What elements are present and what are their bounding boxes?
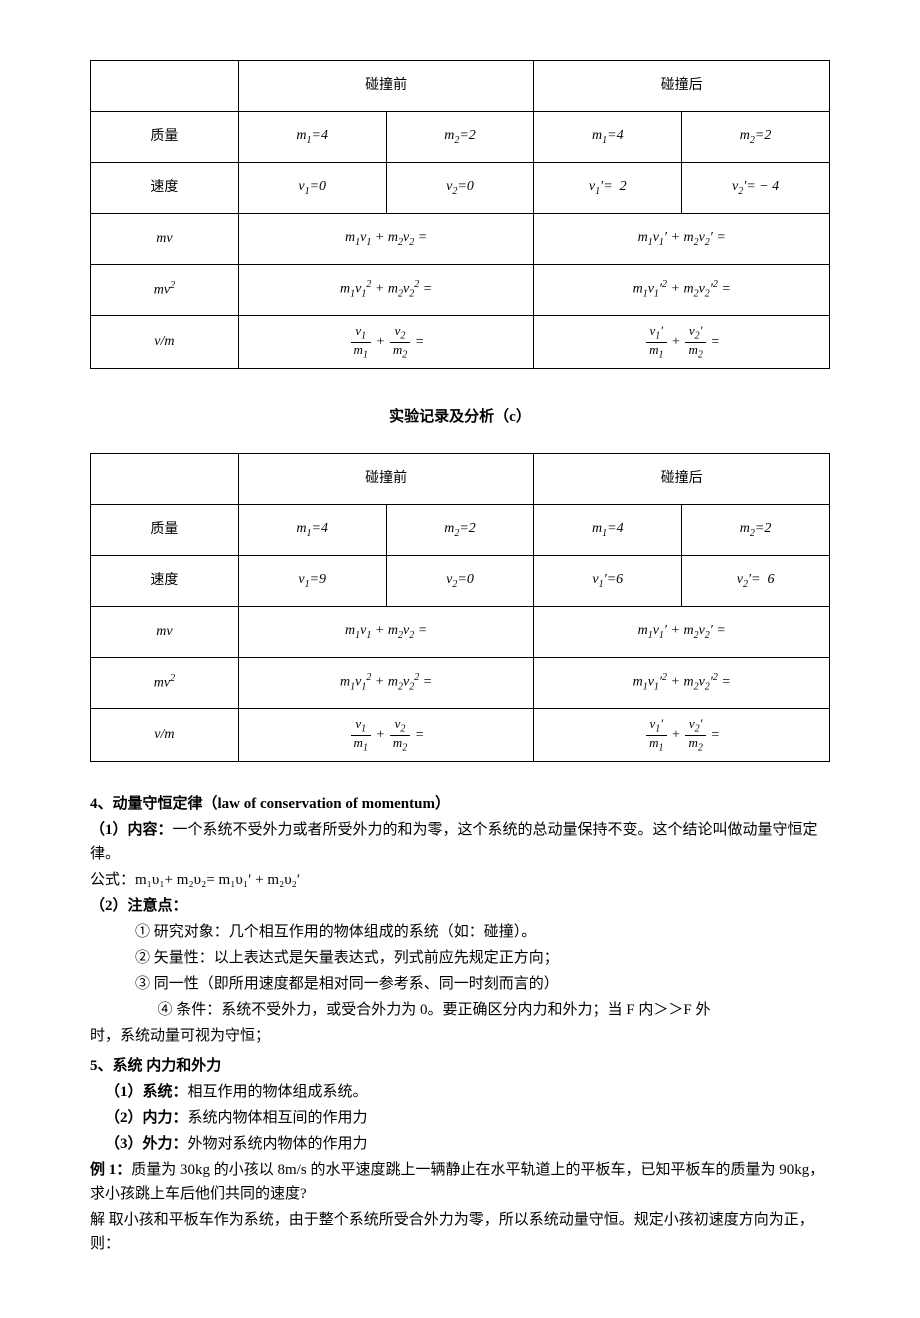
para-4-1: （1）内容：一个系统不受外力或者所受外力的和为零，这个系统的总动量保持不变。这个…: [90, 818, 830, 866]
formula-line: 公式：m₁υ₁+ m₂υ₂= m₁υ₁′ + m₂υ₂′: [90, 868, 830, 892]
mv2-after: m1v1′2 + m2v2′2 =: [534, 265, 830, 316]
m2-after: m2=2: [682, 505, 830, 556]
m1-after: m1=4: [534, 112, 682, 163]
blank-cell: [91, 454, 239, 505]
mv-before: m1v1 + m2v2 =: [238, 607, 534, 658]
header-before: 碰撞前: [238, 454, 534, 505]
vm-before: v1m1 + v2m2 =: [238, 709, 534, 762]
row-label-velocity: 速度: [91, 163, 239, 214]
row-label-mv2: mv2: [91, 265, 239, 316]
note-4-cont: 时，系统动量可视为守恒；: [90, 1024, 830, 1048]
note-1: ① 研究对象：几个相互作用的物体组成的系统（如：碰撞）。: [90, 920, 830, 944]
header-after: 碰撞后: [534, 61, 830, 112]
m2-after: m2=2: [682, 112, 830, 163]
body-5-1: 相互作用的物体组成系统。: [188, 1084, 368, 1100]
body-4-1: 一个系统不受外力或者所受外力的和为零，这个系统的总动量保持不变。这个结论叫做动量…: [90, 822, 818, 862]
note-4-wrap: ④ 条件：系统不受外力，或受合外力为 0。要正确区分内力和外力；当 F 内＞＞F…: [90, 998, 830, 1022]
vm-after: v1′m1 + v2′m2 =: [534, 709, 830, 762]
mv-after: m1v1′ + m2v2′ =: [534, 214, 830, 265]
mv2-before: m1v12 + m2v22 =: [238, 658, 534, 709]
header-before: 碰撞前: [238, 61, 534, 112]
v1-before: v1=9: [238, 556, 386, 607]
row-label-vm: v/m: [91, 709, 239, 762]
vm-after: v1′m1 + v2′m2 =: [534, 316, 830, 369]
mv2-after: m1v1′2 + m2v2′2 =: [534, 658, 830, 709]
para-5-2: （2）内力：系统内物体相互间的作用力: [90, 1106, 830, 1130]
table-c-caption: 实验记录及分析（c）: [90, 405, 830, 429]
row-label-mv: mv: [91, 214, 239, 265]
heading-5: 5、系统 内力和外力: [90, 1054, 830, 1078]
label-5-1: （1）系统：: [105, 1084, 188, 1100]
body-5-2: 系统内物体相互间的作用力: [188, 1110, 368, 1126]
row-label-vm: v/m: [91, 316, 239, 369]
mv-before: m1v1 + m2v2 =: [238, 214, 534, 265]
header-after: 碰撞后: [534, 454, 830, 505]
row-label-mass: 质量: [91, 505, 239, 556]
note-3: ③ 同一性（即所用速度都是相对同一参考系、同一时刻而言的）: [90, 972, 830, 996]
collision-table-c: 碰撞前 碰撞后 质量 m1=4 m2=2 m1=4 m2=2 速度 v1=9 v…: [90, 453, 830, 762]
para-5-1: （1）系统：相互作用的物体组成系统。: [90, 1080, 830, 1104]
note-2: ② 矢量性：以上表达式是矢量表达式，列式前应先规定正方向；: [90, 946, 830, 970]
m2-before: m2=2: [386, 112, 534, 163]
m1-before: m1=4: [238, 505, 386, 556]
example-1: 例 1：质量为 30kg 的小孩以 8m/s 的水平速度跳上一辆静止在水平轨道上…: [90, 1158, 830, 1206]
heading-4: 4、动量守恒定律（law of conservation of momentum…: [90, 792, 830, 816]
label-5-3: （3）外力：: [105, 1136, 188, 1152]
row-label-mv: mv: [91, 607, 239, 658]
row-label-velocity: 速度: [91, 556, 239, 607]
m2-before: m2=2: [386, 505, 534, 556]
v2-before: v2=0: [386, 163, 534, 214]
body-5-3: 外物对系统内物体的作用力: [188, 1136, 368, 1152]
m1-before: m1=4: [238, 112, 386, 163]
collision-table-b: 碰撞前 碰撞后 质量 m1=4 m2=2 m1=4 m2=2 速度 v1=0 v…: [90, 60, 830, 369]
v2-after: v2′= 6: [682, 556, 830, 607]
row-label-mv2: mv2: [91, 658, 239, 709]
example-label: 例 1：: [90, 1162, 131, 1178]
mv-after: m1v1′ + m2v2′ =: [534, 607, 830, 658]
blank-cell: [91, 61, 239, 112]
label-4-2: （2）注意点：: [90, 894, 830, 918]
v1-after: v1′=6: [534, 556, 682, 607]
vm-before: v1m1 + v2m2 =: [238, 316, 534, 369]
solution-line: 解 取小孩和平板车作为系统，由于整个系统所受合外力为零，所以系统动量守恒。规定小…: [90, 1208, 830, 1256]
m1-after: m1=4: [534, 505, 682, 556]
v1-after: v1′= 2: [534, 163, 682, 214]
v2-after: v2′= − 4: [682, 163, 830, 214]
mv2-before: m1v12 + m2v22 =: [238, 265, 534, 316]
v1-before: v1=0: [238, 163, 386, 214]
label-5-2: （2）内力：: [105, 1110, 188, 1126]
v2-before: v2=0: [386, 556, 534, 607]
example-body: 质量为 30kg 的小孩以 8m/s 的水平速度跳上一辆静止在水平轨道上的平板车…: [90, 1162, 824, 1202]
para-5-3: （3）外力：外物对系统内物体的作用力: [90, 1132, 830, 1156]
row-label-mass: 质量: [91, 112, 239, 163]
label-4-1: （1）内容：: [90, 822, 173, 838]
